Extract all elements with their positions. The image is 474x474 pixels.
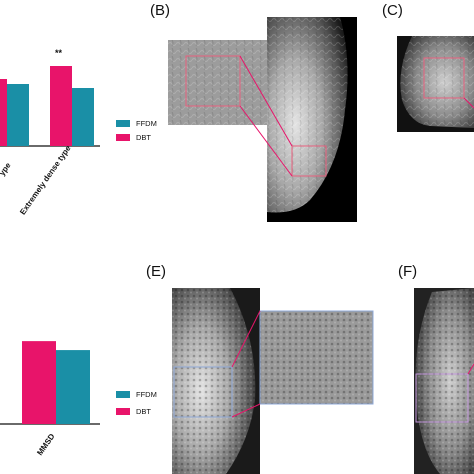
panel-e-roi-box	[173, 366, 233, 418]
legend-label-ffdm: FFDM	[136, 390, 157, 399]
panel-b-inset-roi	[185, 55, 241, 107]
panel-b-connector-2	[239, 105, 293, 177]
panel-e-inset-texture	[260, 311, 373, 404]
panel-label-b: (B)	[150, 2, 170, 19]
legend-bottom: FFDM DBT	[116, 390, 157, 416]
x-tick-label-0: ype	[0, 161, 13, 178]
legend-swatch-ffdm	[116, 391, 130, 398]
x-tick-label-1: Extremely dense type	[18, 144, 73, 217]
legend-swatch-dbt	[116, 134, 130, 141]
panel-f-connector	[467, 363, 474, 375]
bar-ffdm-1	[72, 88, 94, 146]
bar-dbt-0	[22, 341, 56, 424]
panel-b-inset-texture	[168, 40, 267, 125]
panel-e-breast-texture	[172, 288, 256, 474]
panel-c-roi-box	[423, 57, 465, 99]
legend-label-ffdm: FFDM	[136, 119, 157, 128]
panel-e-connector-2	[231, 403, 261, 418]
chart-bottom: MMSD FFDM DBT	[0, 341, 157, 457]
legend-swatch-dbt	[116, 408, 130, 415]
panel-label-f: (F)	[398, 263, 417, 280]
panel-c-connector	[463, 97, 474, 109]
chart-top: ** ype Extremely dense type FFDM DBT	[0, 48, 157, 217]
panel-b-connector-1	[239, 55, 293, 147]
panel-f-mammogram	[414, 288, 474, 474]
legend-label-dbt: DBT	[136, 133, 151, 142]
panel-e-connector-1	[231, 310, 261, 368]
panel-b-breast-texture	[267, 17, 348, 213]
x-tick-label-mmsd: MMSD	[35, 432, 57, 457]
bar-dbt-0	[0, 79, 7, 146]
bar-ffdm-0	[7, 84, 29, 146]
legend-swatch-ffdm	[116, 120, 130, 127]
panel-c-mammogram	[397, 36, 474, 132]
panel-e-inset-border	[259, 310, 374, 405]
panel-f-breast-texture	[415, 288, 474, 474]
panel-e-mammogram	[172, 288, 374, 474]
panel-b-roi-box	[291, 145, 327, 177]
panel-label-e: (E)	[146, 263, 166, 280]
panel-label-c: (C)	[382, 2, 403, 19]
bar-dbt-1	[50, 66, 72, 146]
bar-ffdm-0	[56, 350, 90, 424]
legend-top: FFDM DBT	[116, 119, 157, 142]
panel-f-roi-box	[415, 373, 469, 423]
panel-c-breast-texture	[400, 36, 474, 128]
legend-label-dbt: DBT	[136, 407, 151, 416]
significance-marker: **	[55, 48, 63, 58]
panel-b-mammogram	[168, 17, 357, 222]
